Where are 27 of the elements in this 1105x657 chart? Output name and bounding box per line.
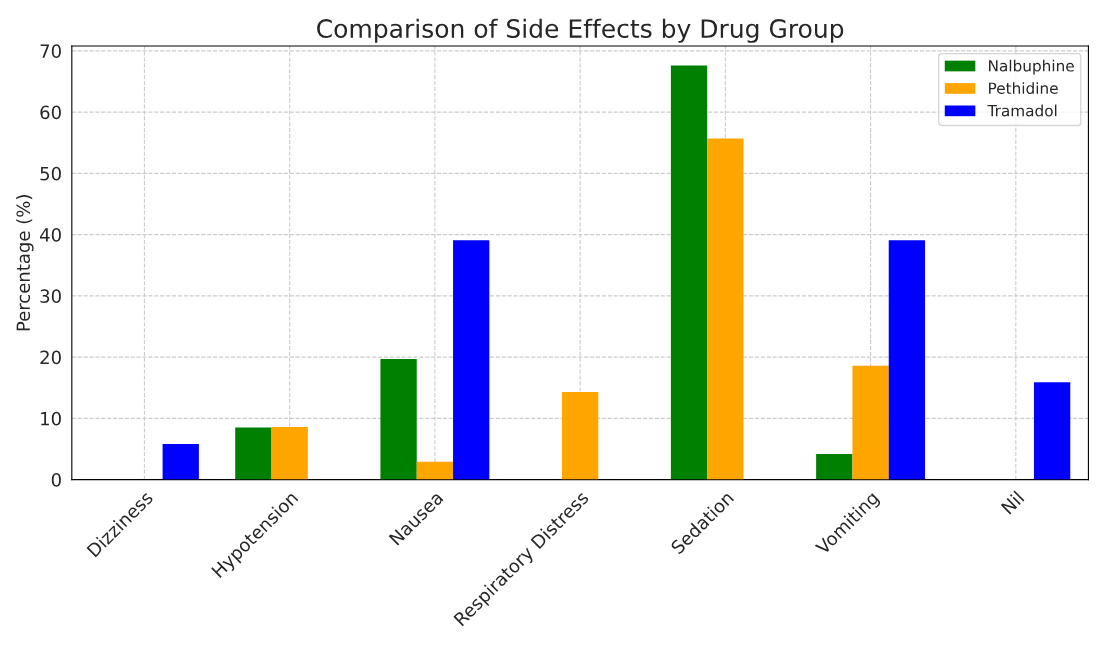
bar — [852, 365, 889, 480]
y-tick-label: 10 — [41, 411, 61, 426]
y-axis-title: Percentage (%) — [16, 195, 34, 331]
bar — [453, 240, 490, 480]
bar — [416, 461, 454, 480]
bar — [561, 392, 599, 480]
bar — [235, 427, 272, 480]
legend-label: Nalbuphine — [989, 59, 1074, 75]
y-tick-label: 60 — [40, 105, 61, 120]
y-tick-label: 20 — [40, 350, 61, 365]
y-tick-label: 70 — [40, 44, 61, 59]
bar — [1033, 382, 1071, 480]
bar — [380, 358, 417, 480]
y-tick-label: 40 — [40, 228, 61, 242]
bar — [162, 444, 199, 480]
legend-label: Tramadol — [987, 104, 1057, 117]
y-tick-label: 50 — [40, 166, 61, 181]
bar — [816, 453, 853, 480]
x-tick-label: Nil — [1000, 490, 1025, 515]
y-tick-label: 0 — [51, 473, 61, 487]
chart-title: Comparison of Side Effects by Drug Group — [317, 18, 844, 43]
bar — [888, 240, 926, 480]
bar — [670, 65, 708, 480]
bar — [271, 426, 308, 480]
bar — [707, 138, 744, 480]
legend-label: Pethidine — [989, 82, 1058, 94]
y-tick-label: 30 — [40, 289, 61, 303]
